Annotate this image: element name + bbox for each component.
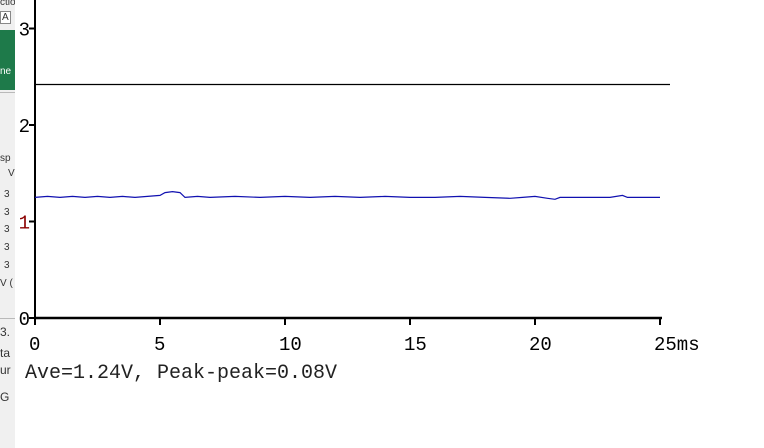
bg-window-text: 3.: [0, 325, 11, 339]
bg-window-button[interactable]: A: [0, 11, 11, 24]
bg-window-green-panel: ne: [0, 30, 15, 90]
x-tick-label: 15: [404, 334, 427, 356]
plot-axes: [34, 0, 662, 320]
x-tick-label: 20: [529, 334, 552, 356]
x-tick-label: 5: [154, 334, 165, 356]
bg-window-text: V (: [0, 278, 13, 289]
bg-window-text: V: [8, 168, 15, 179]
bg-window-text: sp: [0, 153, 11, 164]
y-tick-label: 3: [19, 20, 30, 42]
bg-window-text: 3: [4, 242, 10, 253]
bg-window-divider: [0, 92, 15, 93]
background-window-edge: ctio A ne sp V 3 3 3 3 3 V ( 3. ta ur G: [0, 0, 15, 448]
bg-window-divider: [0, 318, 15, 319]
bg-window-text: ta: [0, 346, 11, 360]
bg-window-text: G: [0, 390, 10, 404]
bg-window-text: ctio: [0, 0, 15, 8]
plot-ticks: 0 5 10 15 20 25ms 0 1 2 3: [19, 20, 700, 357]
y-tick-label: 2: [19, 116, 30, 138]
bg-window-text: 3: [4, 224, 10, 235]
x-tick-label: 25ms: [654, 334, 700, 356]
x-tick-label: 10: [279, 334, 302, 356]
measurement-readout: Ave=1.24V, Peak-peak=0.08V: [25, 362, 338, 385]
bg-window-text: ne: [0, 66, 12, 77]
bg-window-text: ur: [0, 363, 11, 377]
signal-trace: [34, 190, 660, 200]
oscilloscope-plot: 0 5 10 15 20 25ms 0 1 2 3: [19, 0, 700, 357]
bg-window-text: 3: [4, 207, 10, 218]
y-tick-label: 1: [19, 213, 30, 235]
plot-series: [34, 83, 670, 200]
bg-window-text: 3: [4, 189, 10, 200]
x-tick-label: 0: [29, 334, 40, 356]
bg-window-text: 3: [4, 260, 10, 271]
y-tick-label: 0: [19, 309, 30, 331]
